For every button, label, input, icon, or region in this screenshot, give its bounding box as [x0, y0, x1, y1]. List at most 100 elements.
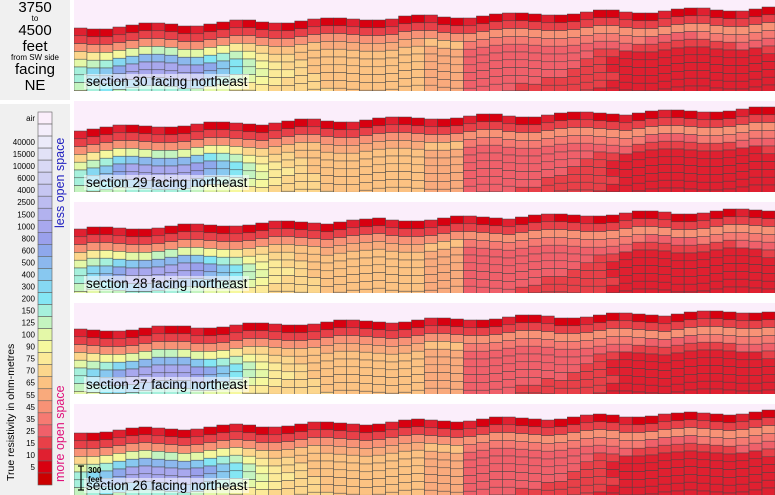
resistivity-cell	[294, 67, 308, 76]
resistivity-cell	[489, 83, 503, 91]
resistivity-cell	[489, 342, 503, 351]
resistivity-cell	[489, 373, 503, 382]
resistivity-cell	[99, 330, 114, 340]
resistivity-cell	[722, 469, 737, 478]
resistivity-cell	[74, 328, 88, 338]
resistivity-cell	[164, 54, 179, 64]
scale-bar-label: 300 feet	[88, 466, 102, 484]
resistivity-cell	[450, 262, 464, 271]
resistivity-cell	[528, 68, 542, 77]
resistivity-cell	[385, 163, 399, 172]
resistivity-cell	[307, 65, 321, 74]
resistivity-cell	[450, 429, 464, 438]
resistivity-cell	[372, 172, 386, 181]
resistivity-cell	[411, 156, 425, 166]
resistivity-cell	[476, 488, 490, 495]
resistivity-cell	[683, 229, 698, 238]
resistivity-cell	[463, 374, 477, 383]
resistivity-cell	[515, 345, 529, 355]
resistivity-cell	[541, 77, 555, 86]
resistivity-cell	[580, 461, 594, 470]
resistivity-cell	[476, 78, 490, 87]
resistivity-cell	[618, 251, 633, 261]
resistivity-cell	[657, 250, 672, 260]
resistivity-cell	[541, 38, 555, 47]
resistivity-cell	[307, 253, 321, 263]
resistivity-cell	[567, 189, 581, 192]
resistivity-cell	[255, 322, 269, 332]
resistivity-cell	[463, 170, 477, 179]
resistivity-cell	[761, 234, 775, 243]
resistivity-cell	[385, 338, 399, 347]
resistivity-cell	[411, 283, 425, 292]
resistivity-cell	[489, 29, 503, 38]
resistivity-cell	[515, 155, 529, 165]
resistivity-cell	[528, 277, 542, 286]
resistivity-cell	[437, 483, 451, 492]
resistivity-cell	[229, 19, 244, 29]
resistivity-cell	[463, 154, 477, 164]
resistivity-cell	[138, 22, 153, 32]
resistivity-cell	[177, 125, 192, 135]
resistivity-cell	[670, 221, 685, 230]
resistivity-cell	[320, 167, 334, 176]
resistivity-cell	[463, 215, 477, 225]
scale-bar-graphic	[78, 465, 84, 491]
resistivity-cell	[528, 481, 542, 490]
resistivity-cell	[372, 180, 386, 189]
resistivity-cell	[307, 81, 321, 90]
resistivity-cell	[761, 366, 775, 375]
resistivity-cell	[567, 479, 581, 488]
resistivity-cell	[463, 64, 477, 73]
resistivity-cell	[541, 291, 555, 293]
resistivity-cell	[735, 320, 750, 329]
resistivity-cell	[722, 65, 737, 74]
resistivity-cell	[605, 40, 620, 50]
resistivity-cell	[515, 67, 529, 76]
resistivity-cell	[203, 457, 218, 467]
resistivity-cell	[657, 289, 672, 293]
resistivity-cell	[255, 277, 269, 286]
resistivity-cell	[450, 125, 464, 134]
resistivity-cell	[307, 491, 321, 495]
resistivity-cell	[74, 244, 88, 253]
resistivity-cell	[722, 10, 737, 20]
resistivity-cell	[411, 125, 425, 134]
resistivity-cell	[164, 436, 179, 445]
resistivity-cell	[722, 374, 737, 383]
resistivity-cell	[489, 76, 503, 85]
resistivity-cell	[372, 272, 386, 281]
resistivity-cell	[605, 284, 620, 293]
resistivity-cell	[411, 434, 425, 443]
resistivity-cell	[359, 359, 373, 369]
resistivity-cell	[372, 35, 386, 44]
resistivity-cell	[657, 258, 672, 267]
resistivity-cell	[177, 445, 192, 454]
resistivity-cell	[320, 72, 334, 81]
resistivity-cell	[307, 57, 321, 67]
resistivity-cell	[320, 278, 334, 287]
resistivity-cell	[99, 126, 114, 136]
resistivity-cell	[385, 57, 399, 67]
resistivity-cell	[424, 282, 438, 291]
resistivity-cell	[411, 290, 425, 293]
resistivity-cell	[709, 241, 724, 251]
resistivity-cell	[631, 67, 646, 76]
resistivity-cell	[424, 219, 438, 229]
resistivity-cell	[294, 59, 308, 69]
resistivity-cell	[567, 447, 581, 457]
resistivity-cell	[294, 221, 308, 231]
resistivity-cell	[359, 182, 373, 191]
resistivity-cell	[657, 133, 672, 142]
resistivity-cell	[398, 171, 412, 180]
resistivity-cell	[437, 333, 451, 342]
resistivity-cell	[385, 34, 399, 43]
resistivity-cell	[696, 228, 711, 237]
resistivity-cell	[722, 110, 737, 120]
resistivity-cell	[554, 341, 568, 350]
resistivity-cell	[437, 428, 451, 437]
resistivity-cell	[268, 323, 282, 333]
resistivity-cell	[411, 449, 425, 459]
resistivity-cell	[567, 52, 581, 62]
resistivity-cell	[437, 40, 451, 49]
